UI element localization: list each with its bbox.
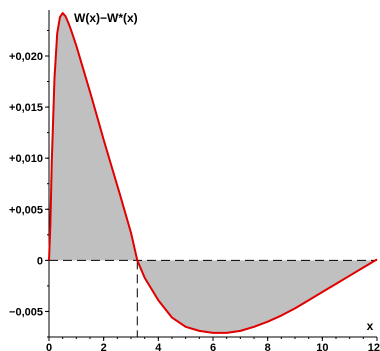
y-tick-label: 0 xyxy=(37,255,43,267)
x-tick-label: 10 xyxy=(316,342,328,351)
x-tick-label: 8 xyxy=(265,342,271,351)
x-tick-label: 4 xyxy=(155,342,162,351)
x-tick-label: 6 xyxy=(210,342,216,351)
chart-title: W(x)−W*(x) xyxy=(74,11,138,25)
y-tick-label: +0,015 xyxy=(9,102,43,114)
y-tick-label: −0,005 xyxy=(9,306,43,318)
series-line xyxy=(48,12,378,334)
y-tick-label: +0,010 xyxy=(9,153,43,165)
chart-labels: −0,005 0 +0,005 +0,010 +0,015 +0,020 0 2 4 6 8 10 12… xyxy=(9,11,380,351)
y-tick-label: +0,020 xyxy=(9,51,43,63)
chart-line-layer xyxy=(48,12,378,334)
y-tick-label: +0,005 xyxy=(9,204,43,216)
area-fill xyxy=(49,13,377,333)
x-tick-label: 12 xyxy=(368,342,380,351)
chart-guide-layer xyxy=(49,259,377,337)
chart-area-layer xyxy=(49,13,377,333)
x-tick-label: 0 xyxy=(46,342,52,351)
x-tick-label: 2 xyxy=(101,342,107,351)
x-axis-title: x xyxy=(367,319,374,333)
chart-axes xyxy=(45,10,378,341)
